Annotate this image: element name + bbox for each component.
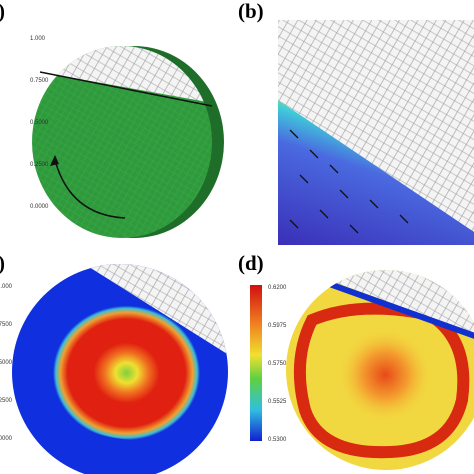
scale-label: 0.6200	[268, 285, 287, 291]
arrow-head	[50, 155, 59, 166]
colorbar	[250, 285, 262, 441]
scale-label: 0.5750	[268, 361, 287, 367]
panel-b: (b)	[238, 0, 474, 245]
scale-label: 0.5000	[0, 360, 13, 366]
scale-label: 0.7500	[0, 322, 13, 328]
panel-a: ) 1.000 0.7500 0.5000 0.2500 0.0000	[0, 0, 224, 238]
panel-d: (d) 0.6200 0.5975 0.5750 0.5525 0.5300	[238, 251, 474, 470]
scale-label: 0.5000	[30, 120, 49, 126]
scale-label: 0.0000	[30, 204, 49, 210]
panel-label: )	[0, 0, 5, 23]
scale-label: 0.2500	[30, 162, 49, 168]
center-spot	[337, 327, 433, 423]
scale-labels: 1.000 0.7500 0.5000 0.2500 0.0000	[0, 284, 13, 442]
hot-region	[52, 305, 201, 441]
scale-label: 0.2500	[0, 398, 13, 404]
vectors	[289, 129, 409, 234]
scale-label: 0.5525	[268, 399, 287, 405]
rotation-arrow	[54, 159, 126, 219]
scale-label: 0.5975	[268, 323, 287, 329]
colorbar-labels: 0.6200 0.5975 0.5750 0.5525 0.5300	[268, 285, 287, 443]
scale-label: 1.000	[0, 284, 13, 290]
scale-label: 0.0000	[0, 436, 13, 442]
scale-labels: 1.000 0.7500 0.5000 0.2500 0.0000	[30, 36, 49, 210]
panel-c: ) 1.000 0.7500 0.5000 0.2500 0.0000	[0, 251, 228, 474]
panel-label: )	[0, 251, 5, 275]
panel-label: (d)	[238, 251, 264, 275]
interface-line	[39, 71, 213, 107]
velocity-field	[278, 100, 474, 245]
scale-label: 0.5300	[268, 437, 287, 443]
panel-label: (b)	[238, 0, 264, 23]
scale-label: 0.7500	[30, 78, 49, 84]
scale-label: 1.000	[30, 36, 46, 42]
